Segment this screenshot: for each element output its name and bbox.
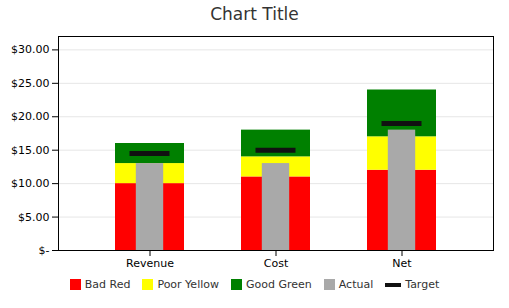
svg-text:$20.00: $20.00 (11, 110, 50, 123)
svg-text:$10.00: $10.00 (11, 177, 50, 190)
html-text:Chart Title: Chart Title (210, 4, 299, 24)
svg-text:Net: Net (392, 257, 412, 270)
svg-text:$30.00: $30.00 (11, 43, 50, 56)
html-text:Target: Target (405, 278, 440, 291)
svg-text:$25.00: $25.00 (11, 77, 50, 90)
svg-text:Revenue: Revenue (126, 257, 174, 270)
html-text:Good Green: Good Green (246, 278, 312, 291)
svg-text:Cost: Cost (264, 257, 289, 270)
svg-text:$-: $- (39, 244, 50, 257)
html-text:Actual: Actual (338, 278, 374, 291)
html-text:Bad Red: Bad Red (84, 278, 131, 291)
svg-text:$15.00: $15.00 (11, 144, 50, 157)
html-text:Poor Yellow: Poor Yellow (157, 278, 219, 291)
svg-text:$5.00: $5.00 (18, 211, 50, 224)
